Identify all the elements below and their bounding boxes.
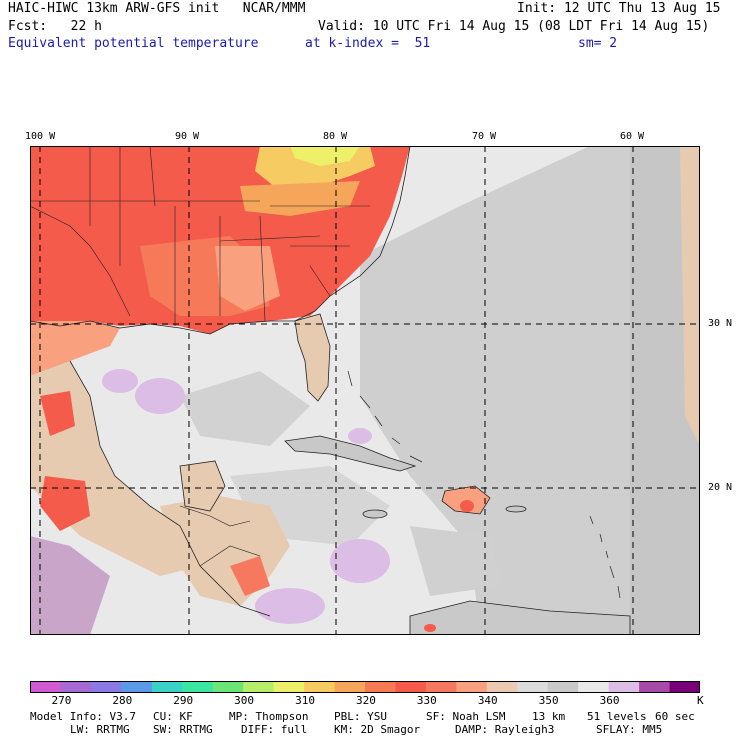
footer-timestep: 60 sec	[655, 710, 695, 723]
smoothing-info: sm= 2	[578, 36, 618, 51]
colorbar-swatch	[121, 681, 153, 693]
mexico-coast	[69, 360, 271, 617]
colorbar-tick-label: 310	[295, 694, 315, 707]
atlantic-grey	[360, 146, 700, 635]
sa-hot-spot	[424, 624, 436, 632]
colorbar	[30, 681, 700, 693]
colorbar-swatch	[30, 681, 61, 693]
colorbar-unit: K	[697, 694, 704, 707]
colorbar-swatch	[578, 681, 609, 693]
colorbar-swatch	[456, 681, 488, 693]
colorbar-tick-label: 350	[538, 694, 559, 707]
valid-time: Valid: 10 UTC Fri 14 Aug 15 (08 LDT Fri …	[318, 19, 710, 34]
mexico-red-1	[40, 391, 75, 436]
hispaniola	[441, 485, 491, 515]
footer-mp: MP: Thompson	[229, 710, 309, 723]
carib-grey-patch-2	[410, 526, 500, 596]
colorbar-swatch	[639, 681, 670, 693]
central-america-borders	[179, 505, 261, 567]
colorbar-swatch	[365, 681, 396, 693]
hispaniola-hot	[460, 500, 474, 512]
lon-label-90w: 90 W	[175, 131, 200, 142]
colorbar-tick-label: 300	[234, 694, 255, 707]
colorbar-tick-label: 320	[356, 694, 376, 707]
purple-blob-bahamas	[348, 428, 372, 444]
colorbar-swatch	[273, 681, 305, 693]
florida	[294, 313, 331, 402]
us-yellow-peak	[290, 146, 360, 166]
mexico-red-2	[40, 476, 90, 531]
colorbar-swatch	[669, 681, 700, 693]
footer-sflay: SFLAY: MM5	[596, 723, 663, 736]
purple-blob-gulf	[135, 378, 185, 414]
colorbar-swatch	[334, 681, 366, 693]
lon-label-60w: 60 W	[620, 131, 645, 142]
footer-levels: 51 levels	[587, 710, 647, 723]
south-america	[409, 600, 631, 635]
colorbar-swatch	[182, 681, 214, 693]
mexico-purple	[30, 536, 110, 635]
colorbar-swatch	[547, 681, 579, 693]
footer-sf: SF: Noah LSM	[426, 710, 506, 723]
us-east-coast	[294, 146, 411, 322]
footer-model-info: Model Info: V3.7	[30, 710, 136, 723]
footer-cu: CU: KF	[153, 710, 193, 723]
mexico-border	[30, 205, 131, 317]
graticule	[30, 146, 700, 635]
lat-label-20n: 20 N	[708, 482, 733, 493]
us-orange-strip	[240, 181, 360, 216]
purple-blob-carib	[330, 539, 390, 583]
level-info: at k-index = 51	[305, 36, 431, 51]
gulf-grey-patch	[180, 371, 310, 446]
footer-diff: DIFF: full	[241, 723, 308, 736]
jamaica	[362, 509, 388, 519]
theta-e-map	[30, 146, 700, 635]
puerto-rico	[505, 505, 527, 513]
colorbar-swatch	[486, 681, 518, 693]
footer-pbl: PBL: YSU	[334, 710, 387, 723]
colorbar-tick-label: 290	[173, 694, 194, 707]
footer-lw: LW: RRTMG	[70, 723, 130, 736]
lon-label-100w: 100 W	[25, 131, 56, 142]
texas-tan	[30, 321, 120, 376]
footer-km: KM: 2D Smagor	[334, 723, 421, 736]
footer-damp: DAMP: Rayleigh3	[455, 723, 555, 736]
yucatan	[179, 460, 226, 512]
small-islands	[347, 370, 621, 599]
run-title: HAIC-HIWC 13km ARW-GFS init NCAR/MMM	[8, 1, 306, 16]
footer-sw: SW: RRTMG	[153, 723, 213, 736]
colorbar-swatch	[90, 681, 122, 693]
colorbar-tick-label: 360	[599, 694, 620, 707]
lon-label-70w: 70 W	[472, 131, 497, 142]
init-time: Init: 12 UTC Thu 13 Aug 15	[517, 1, 721, 16]
colorbar-swatch	[304, 681, 335, 693]
field-name: Equivalent potential temperature	[8, 36, 259, 51]
lon-label-80w: 80 W	[323, 131, 348, 142]
colorbar-swatch	[395, 681, 427, 693]
colorbar-tick-label: 340	[477, 694, 498, 707]
colorbar-swatch	[212, 681, 244, 693]
footer-res: 13 km	[532, 710, 566, 723]
purple-blob-carib-2	[255, 588, 325, 624]
colorbar-tick-label: 270	[51, 694, 72, 707]
purple-blob-gulf-2	[102, 369, 138, 393]
colorbar-tick-label: 280	[112, 694, 133, 707]
forecast-hour: Fcst: 22 h	[8, 19, 102, 34]
colorbar-swatch	[425, 681, 457, 693]
colorbar-frame	[30, 681, 700, 693]
colorbar-tick-label: 330	[416, 694, 437, 707]
colorbar-swatch	[60, 681, 92, 693]
state-borders	[30, 146, 370, 326]
lat-label-30n: 30 N	[708, 318, 733, 329]
east-tan-band	[680, 146, 700, 446]
colorbar-swatch	[243, 681, 274, 693]
central-america-red	[230, 556, 270, 596]
colorbar-swatch	[517, 681, 549, 693]
colorbar-swatch	[151, 681, 183, 693]
cuba	[284, 435, 417, 472]
map-frame	[30, 146, 700, 635]
colorbar-swatch	[608, 681, 640, 693]
